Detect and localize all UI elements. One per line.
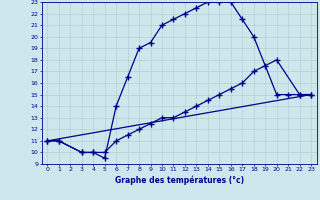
X-axis label: Graphe des températures (°c): Graphe des températures (°c) [115,175,244,185]
